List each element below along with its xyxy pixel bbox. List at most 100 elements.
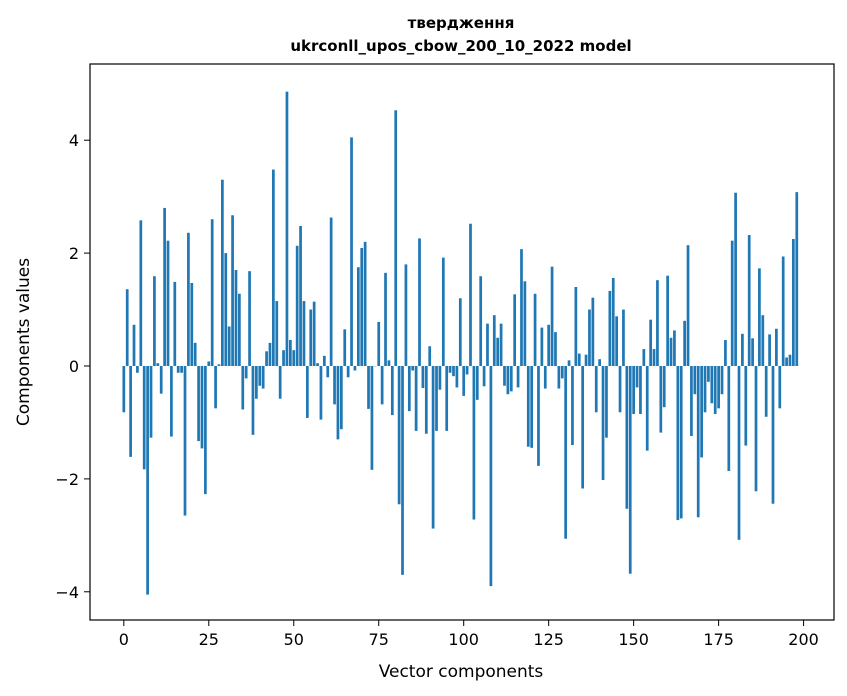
bar — [455, 365, 459, 388]
bar — [635, 365, 639, 388]
bar — [435, 365, 438, 431]
bar — [356, 267, 360, 366]
bar — [333, 365, 336, 405]
bar — [540, 327, 544, 366]
bar — [183, 365, 187, 516]
y-tick-label: −4 — [55, 583, 79, 602]
bar — [431, 365, 435, 529]
bar — [628, 365, 632, 574]
bar — [720, 365, 724, 395]
bar — [153, 276, 156, 366]
bar — [778, 365, 782, 409]
bar — [713, 365, 717, 414]
bar — [700, 365, 703, 458]
bar — [744, 365, 748, 446]
bar — [241, 365, 245, 410]
bar — [390, 365, 394, 416]
bar — [210, 219, 214, 366]
x-tick-label: 100 — [448, 630, 479, 649]
bar — [360, 248, 364, 366]
bar — [513, 294, 517, 366]
bar — [329, 217, 333, 366]
bar — [611, 277, 615, 366]
bar — [710, 365, 714, 404]
chart-title-line-1: твердження — [408, 14, 515, 32]
bar — [268, 342, 272, 366]
bar — [380, 365, 384, 405]
bar — [520, 249, 523, 366]
y-tick-label: −2 — [55, 470, 79, 489]
bar — [676, 365, 680, 521]
bar — [747, 235, 751, 366]
bar — [509, 365, 513, 392]
bar — [244, 365, 248, 379]
bar — [309, 309, 313, 366]
bar — [159, 365, 163, 394]
bar — [771, 365, 775, 504]
bar — [418, 238, 421, 366]
x-axis-label: Vector components — [379, 662, 544, 682]
bar — [190, 283, 194, 366]
bar — [618, 365, 622, 413]
bar — [200, 365, 204, 449]
plot-area-frame — [89, 63, 835, 621]
bar — [227, 326, 231, 366]
bar — [730, 240, 734, 366]
bar — [554, 332, 557, 366]
bar — [411, 365, 415, 371]
bar — [734, 192, 737, 366]
y-tick-label: 0 — [69, 357, 79, 376]
bar — [292, 350, 296, 366]
bar — [741, 333, 744, 366]
bar — [781, 256, 785, 366]
bar — [622, 309, 625, 366]
bar — [560, 365, 564, 379]
bar — [401, 365, 404, 575]
bar — [639, 365, 642, 414]
bar — [503, 365, 506, 386]
bar — [251, 365, 255, 435]
bar — [686, 245, 690, 366]
bar — [142, 365, 146, 470]
bar — [472, 365, 476, 520]
bar — [537, 365, 540, 466]
bar — [458, 298, 462, 366]
bar — [577, 353, 581, 366]
bar — [659, 365, 663, 433]
bar — [666, 275, 669, 366]
bar — [469, 223, 472, 366]
bar — [448, 365, 452, 373]
bar — [394, 110, 398, 366]
bar — [217, 364, 221, 366]
bar — [594, 365, 598, 413]
x-tick-label: 200 — [788, 630, 819, 649]
bar — [727, 365, 731, 471]
bar — [255, 365, 258, 399]
bar — [384, 272, 387, 366]
bar — [285, 91, 289, 366]
bar — [204, 365, 207, 495]
bar — [166, 240, 170, 366]
bar — [632, 365, 635, 414]
bar — [605, 365, 608, 438]
bar — [571, 365, 574, 446]
bar — [132, 324, 136, 366]
bar — [465, 365, 469, 375]
bar — [557, 365, 561, 389]
bar — [486, 323, 489, 366]
bar — [414, 365, 418, 431]
bar — [764, 365, 768, 417]
bar — [673, 330, 676, 366]
bar — [754, 365, 758, 492]
bar — [533, 293, 537, 366]
bar — [550, 266, 554, 366]
bar — [275, 301, 279, 366]
bar — [207, 361, 211, 366]
x-tick-label: 150 — [618, 630, 649, 649]
bar — [170, 365, 173, 437]
bar — [176, 365, 180, 373]
bar — [792, 238, 795, 366]
bar — [404, 264, 408, 366]
bar — [475, 365, 479, 400]
bar — [795, 192, 799, 366]
